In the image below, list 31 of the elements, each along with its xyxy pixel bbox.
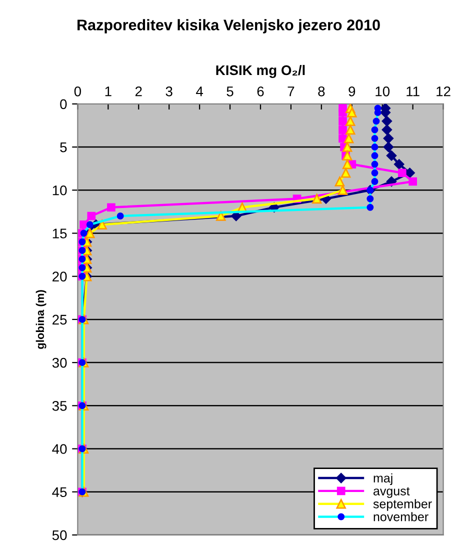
- y-tick-label: 40: [52, 444, 67, 454]
- x-tick-label: 7: [288, 86, 294, 96]
- x-tick-label: 10: [376, 86, 390, 96]
- y-tick-label: 20: [52, 272, 67, 282]
- x-tick-label: 2: [135, 86, 142, 96]
- y-tick-label: 15: [52, 228, 67, 238]
- x-tick-label: 3: [166, 86, 172, 96]
- y-tick-label: 0: [60, 99, 67, 110]
- x-tick-label: 4: [196, 86, 204, 96]
- x-tick-label: 6: [257, 86, 264, 96]
- legend-label: maj: [374, 473, 392, 486]
- y-tick-label: 10: [52, 185, 67, 196]
- y-axis-title: globina (m): [36, 290, 46, 349]
- y-tick-label: 30: [52, 358, 67, 368]
- x-tick-label: 8: [318, 86, 325, 96]
- legend-label: november: [374, 512, 428, 522]
- x-tick-label: 11: [406, 86, 420, 96]
- x-tick-label: 9: [348, 86, 356, 96]
- y-tick-label: 5: [60, 142, 67, 152]
- y-tick-label: 45: [52, 487, 67, 498]
- x-axis-title: KISIK mg O₂/l: [216, 64, 305, 78]
- x-tick-label: 0: [74, 86, 82, 96]
- chart-title: Razporeditev kisika Velenjsko jezero 2010: [78, 19, 380, 34]
- x-tick-label: 5: [226, 86, 234, 96]
- legend-label: avgust: [374, 487, 410, 498]
- y-tick-label: 35: [52, 400, 67, 411]
- x-tick-label: 1: [105, 86, 112, 96]
- y-tick-label: 50: [52, 530, 67, 540]
- x-tick-label: 12: [436, 86, 450, 96]
- legend-label: september: [373, 499, 432, 511]
- y-tick-label: 25: [52, 314, 67, 325]
